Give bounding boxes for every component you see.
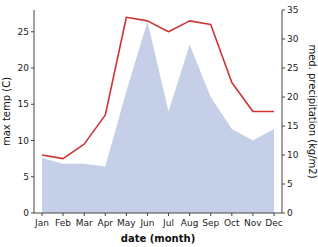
y2-tick-label: 20: [287, 92, 299, 102]
x-tick: [42, 213, 43, 216]
y-tick: [31, 213, 34, 214]
y2-tick: [282, 155, 285, 156]
y2-tick: [282, 39, 285, 40]
x-axis-label: date (month): [121, 233, 195, 244]
x-tick-label: Feb: [55, 218, 71, 228]
x-tick: [84, 213, 85, 216]
chart: Jan Feb Mar Apr MayJun Jul AugSep Oct NovDec 0 5 10…: [0, 0, 318, 247]
y2-tick: [282, 68, 285, 69]
x-tick: [274, 213, 275, 216]
y-tick-label: 10: [18, 136, 30, 146]
y2-tick-label: 5: [287, 179, 293, 189]
x-tick-label: Mar: [76, 218, 93, 228]
x-tick-label: May: [117, 218, 136, 228]
y-tick: [31, 104, 34, 105]
y2-tick-label: 35: [287, 5, 298, 15]
x-tick: [147, 213, 148, 216]
y2-tick: [282, 10, 285, 11]
y-tick: [31, 68, 34, 69]
x-tick-label: Jan: [34, 218, 49, 228]
y-tick: [31, 140, 34, 141]
x-tick: [63, 213, 64, 216]
x-tick: [126, 213, 127, 216]
y2-axis-line: [282, 10, 283, 213]
area: [42, 22, 274, 213]
y-axis-label: max temp (C): [1, 77, 12, 146]
y2-tick: [282, 184, 285, 185]
x-tick: [231, 213, 232, 216]
y2-tick-label: 15: [287, 121, 298, 131]
x-axis-line: [34, 213, 282, 214]
y2-tick: [282, 97, 285, 98]
y2-tick-label: 0: [287, 208, 293, 218]
x-tick: [210, 213, 211, 216]
x-tick-label: Sep: [202, 218, 219, 228]
x-tick-label: Apr: [97, 218, 113, 228]
x-tick-label: Oct: [224, 218, 240, 228]
x-tick: [252, 213, 253, 216]
y2-tick-label: 10: [287, 150, 299, 160]
x-tick: [189, 213, 190, 216]
y2-tick: [282, 126, 285, 127]
y-tick: [31, 31, 34, 32]
x-tick: [168, 213, 169, 216]
y-axis-line: [34, 10, 35, 213]
y-tick-label: 25: [18, 27, 29, 37]
x-tick-label: Nov: [244, 218, 262, 228]
y2-tick-label: 25: [287, 63, 298, 73]
y2-axis-label: med. precipitation (kg/m2): [307, 44, 318, 178]
x-tick-label: Jun: [139, 218, 154, 228]
y2-tick: [282, 213, 285, 214]
y-tick-label: 5: [23, 172, 29, 182]
x-tick-label: Aug: [181, 218, 199, 228]
line: [42, 17, 274, 158]
y-tick: [31, 176, 34, 177]
y2-tick-label: 30: [287, 34, 299, 44]
x-tick: [105, 213, 106, 216]
y-tick-label: 15: [18, 99, 29, 109]
y-tick-label: 0: [23, 208, 29, 218]
y-tick-label: 20: [18, 63, 30, 73]
x-tick-label: Dec: [265, 218, 282, 228]
plot-area: [42, 17, 274, 213]
x-tick-label: Jul: [162, 218, 174, 228]
